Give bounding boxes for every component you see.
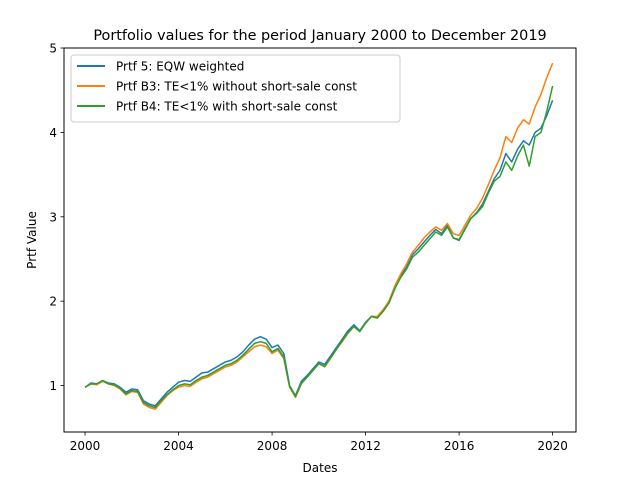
x-axis-label: Dates xyxy=(303,461,338,475)
series-line-3 xyxy=(84,85,554,409)
x-tick-label: 2016 xyxy=(444,439,475,453)
legend-box xyxy=(70,54,401,123)
x-tick-label: 2020 xyxy=(537,439,568,453)
plot-frame xyxy=(63,47,577,433)
y-tick-label: 5 xyxy=(49,42,57,56)
legend-label-2: Prtf B3: TE<1% without short-sale const xyxy=(116,80,357,94)
x-axis: 2000 2004 2008 2012 2016 2020 xyxy=(70,432,568,453)
legend-label-3: Prtf B4: TE<1% with short-sale const xyxy=(116,100,338,114)
x-tick-label: 2012 xyxy=(350,439,381,453)
chart-title: Portfolio values for the period January … xyxy=(93,28,546,44)
y-tick-label: 3 xyxy=(49,210,57,224)
plot-lines xyxy=(84,62,554,410)
y-tick-label: 1 xyxy=(49,379,57,393)
x-tick-label: 2008 xyxy=(257,439,288,453)
y-axis-label: Prtf Value xyxy=(25,211,39,269)
y-tick-label: 4 xyxy=(49,126,57,140)
legend-label-1: Prtf 5: EQW weighted xyxy=(116,60,244,74)
legend: Prtf 5: EQW weighted Prtf B3: TE<1% witho… xyxy=(70,54,401,123)
y-tick-label: 2 xyxy=(49,295,57,309)
y-axis: 1 2 3 4 5 xyxy=(49,42,64,393)
x-tick-label: 2000 xyxy=(70,439,101,453)
x-tick-label: 2004 xyxy=(163,439,194,453)
